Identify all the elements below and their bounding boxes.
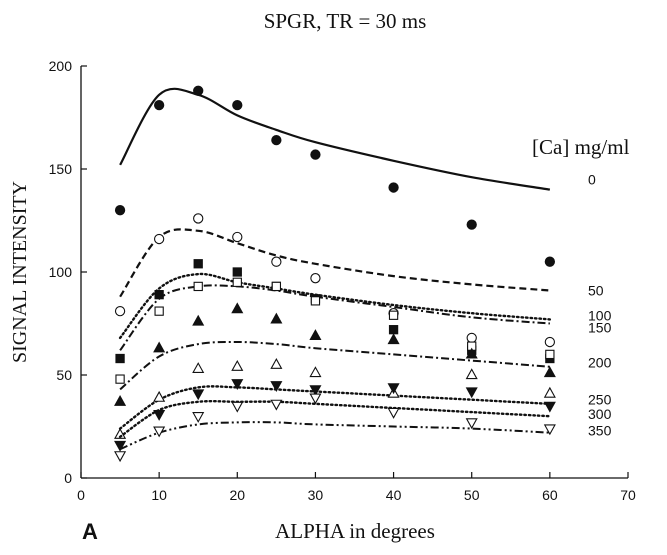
- data-point-open-circle: [310, 273, 321, 284]
- y-tick-label: 200: [49, 58, 73, 74]
- data-point-filled-inverted-triangle: [387, 383, 400, 395]
- data-point-filled-square: [115, 353, 125, 364]
- data-point-filled-square: [388, 325, 399, 335]
- data-point-filled-inverted-triangle: [153, 409, 166, 421]
- series-label-200: 200: [588, 355, 612, 371]
- y-tick-label: 0: [64, 470, 72, 486]
- data-point-open-inverted-triangle: [114, 451, 127, 463]
- fit-curve-300: [118, 399, 552, 438]
- fit-curve-200: [119, 340, 550, 391]
- data-point-open-inverted-triangle: [309, 393, 322, 405]
- legend-title: [Ca] mg/ml: [532, 135, 630, 159]
- data-point-filled-triangle: [543, 366, 556, 378]
- data-point-open-inverted-triangle: [153, 426, 166, 438]
- y-tick-label: 100: [49, 264, 73, 280]
- data-point-open-inverted-triangle: [231, 401, 244, 413]
- data-point-open-circle: [271, 256, 282, 267]
- data-point-filled-inverted-triangle: [192, 389, 205, 401]
- data-point-open-triangle: [153, 390, 166, 402]
- data-point-filled-triangle: [153, 341, 166, 353]
- data-point-filled-circle: [153, 99, 165, 111]
- data-point-filled-inverted-triangle: [465, 387, 478, 399]
- chart-title: SPGR, TR = 30 ms: [264, 9, 427, 33]
- data-point-filled-circle: [232, 99, 243, 111]
- series-label-350: 350: [588, 423, 612, 439]
- data-point-filled-circle: [466, 219, 477, 230]
- data-point-open-circle: [232, 231, 243, 243]
- data-point-open-square: [193, 281, 203, 292]
- data-point-filled-square: [193, 259, 203, 269]
- series-label-300: 300: [588, 406, 612, 422]
- data-point-open-inverted-triangle: [270, 399, 283, 411]
- series-label-250: 250: [588, 392, 612, 408]
- data-point-open-circle: [114, 305, 126, 317]
- data-point-open-square: [154, 306, 164, 316]
- data-point-open-inverted-triangle: [543, 424, 556, 436]
- data-point-open-square: [388, 310, 399, 320]
- data-point-open-circle: [193, 213, 204, 224]
- fit-curve-100: [118, 272, 552, 340]
- data-point-open-triangle: [543, 386, 556, 398]
- data-point-open-triangle: [231, 360, 244, 371]
- x-tick-label: 10: [151, 487, 167, 503]
- series-label-50: 50: [588, 283, 604, 299]
- series-label-150: 150: [588, 320, 612, 336]
- data-point-filled-triangle: [192, 314, 205, 326]
- data-point-filled-triangle: [114, 395, 127, 406]
- data-point-open-triangle: [465, 368, 478, 380]
- x-tick-label: 20: [229, 487, 245, 503]
- data-point-filled-inverted-triangle: [231, 379, 244, 390]
- data-point-filled-circle: [310, 149, 321, 160]
- data-point-open-square: [232, 277, 242, 287]
- fit-curve-250: [118, 385, 552, 430]
- data-point-open-inverted-triangle: [192, 412, 205, 423]
- data-point-filled-triangle: [309, 329, 322, 341]
- data-point-filled-square: [232, 267, 242, 277]
- x-tick-label: 70: [620, 487, 636, 503]
- x-tick-label: 60: [542, 487, 558, 503]
- data-point-open-inverted-triangle: [387, 407, 400, 419]
- data-point-filled-inverted-triangle: [309, 385, 322, 397]
- data-point-filled-circle: [193, 85, 204, 96]
- y-tick-label: 50: [56, 367, 72, 383]
- data-point-open-square: [545, 349, 555, 360]
- data-point-open-triangle: [270, 357, 283, 369]
- data-point-filled-triangle: [270, 312, 283, 324]
- data-point-filled-circle: [271, 135, 282, 146]
- x-tick-label: 50: [464, 487, 480, 503]
- data-point-open-triangle: [309, 366, 322, 378]
- data-point-filled-triangle: [387, 333, 400, 345]
- data-point-filled-triangle: [231, 302, 244, 314]
- data-point-open-square: [310, 296, 321, 306]
- fit-curve-150: [119, 284, 550, 351]
- data-point-open-triangle: [192, 362, 205, 373]
- fit-curve-50: [119, 228, 550, 298]
- fit-curve-350: [119, 421, 550, 451]
- data-point-open-circle: [153, 233, 165, 245]
- data-point-open-inverted-triangle: [465, 418, 478, 430]
- y-axis-label: SIGNAL INTENSITY: [9, 181, 31, 363]
- data-point-filled-circle: [544, 256, 556, 267]
- data-point-filled-circle: [388, 182, 399, 193]
- data-point-filled-inverted-triangle: [270, 381, 283, 393]
- x-tick-label: 30: [308, 487, 324, 503]
- data-point-filled-triangle: [465, 347, 478, 359]
- series-label-0: 0: [588, 171, 596, 187]
- data-point-open-circle: [544, 336, 556, 348]
- x-tick-label: 0: [77, 487, 85, 503]
- panel-label: A: [82, 519, 98, 544]
- data-point-open-circle: [466, 332, 477, 344]
- x-tick-label: 40: [386, 487, 402, 503]
- data-point-filled-inverted-triangle: [543, 401, 556, 413]
- data-point-filled-inverted-triangle: [114, 440, 127, 452]
- data-point-filled-circle: [114, 205, 126, 216]
- fit-curve-0: [119, 87, 551, 191]
- series-label-100: 100: [588, 307, 612, 323]
- data-point-open-square: [115, 374, 125, 384]
- x-axis-label: ALPHA in degrees: [275, 519, 435, 543]
- data-point-open-square: [271, 281, 282, 292]
- y-tick-label: 150: [49, 161, 73, 177]
